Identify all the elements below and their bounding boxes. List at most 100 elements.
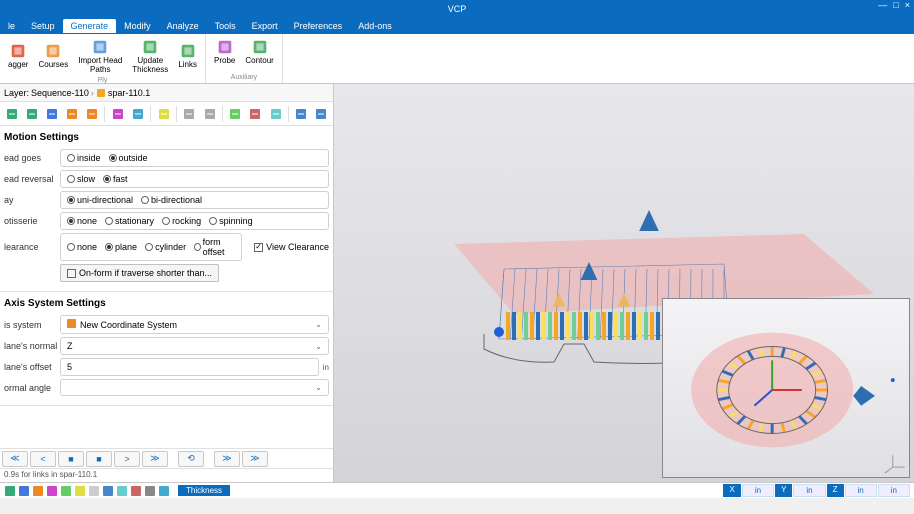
radio-bi-directional[interactable]: bi-directional bbox=[141, 195, 202, 205]
radio-inside[interactable]: inside bbox=[67, 153, 101, 163]
dropdown-ormalangle[interactable]: ⌄ bbox=[60, 379, 329, 396]
setting-label: otisserie bbox=[4, 216, 60, 226]
minimize-icon[interactable]: — bbox=[878, 1, 887, 10]
bottom-icon-5[interactable] bbox=[74, 485, 86, 497]
sidebar-tool-14[interactable] bbox=[226, 104, 245, 124]
nav-row: ≪<■■>≫⟲≫≫ bbox=[0, 448, 333, 468]
nav-btn-2[interactable]: ■ bbox=[58, 451, 84, 467]
ribbon-btn-probe[interactable]: Probe bbox=[210, 36, 239, 68]
bottom-icon-6[interactable] bbox=[88, 485, 100, 497]
bottom-icon-9[interactable] bbox=[130, 485, 142, 497]
onform-label: On-form if traverse shorter than... bbox=[79, 268, 212, 278]
viewport-3d[interactable] bbox=[334, 84, 914, 482]
radio-none[interactable]: none bbox=[67, 242, 97, 252]
bottom-icon-7[interactable] bbox=[102, 485, 114, 497]
nav-btn-7[interactable]: ⟲ bbox=[178, 451, 204, 467]
breadcrumb-item[interactable]: spar-110.1 bbox=[108, 88, 150, 98]
dropdown-lanesnormal[interactable]: Z⌄ bbox=[60, 337, 329, 355]
title-bar: VCP — □ × bbox=[0, 0, 914, 18]
breadcrumb-label: Layer: bbox=[4, 88, 29, 98]
setting-label: is system bbox=[4, 320, 60, 330]
nav-btn-5[interactable]: ≫ bbox=[142, 451, 168, 467]
nav-btn-10[interactable]: ≫ bbox=[242, 451, 268, 467]
bottom-icon-3[interactable] bbox=[46, 485, 58, 497]
dropdown-issystem[interactable]: New Coordinate System⌄ bbox=[60, 315, 329, 334]
bottom-icon-8[interactable] bbox=[116, 485, 128, 497]
sidebar-tool-6[interactable] bbox=[108, 104, 127, 124]
radio-cylinder[interactable]: cylinder bbox=[145, 242, 186, 252]
mode-label[interactable]: Thickness bbox=[178, 485, 230, 496]
radio-spinning[interactable]: spinning bbox=[209, 216, 253, 226]
radio-rocking[interactable]: rocking bbox=[162, 216, 201, 226]
menu-tab-generate[interactable]: Generate bbox=[63, 19, 117, 33]
menu-tab-tools[interactable]: Tools bbox=[207, 19, 244, 33]
axis-settings-panel: Axis System Settings is systemNew Coordi… bbox=[0, 292, 333, 406]
menu-tab-analyze[interactable]: Analyze bbox=[159, 19, 207, 33]
bottom-icon-1[interactable] bbox=[18, 485, 30, 497]
breadcrumb-seq[interactable]: Sequence-110 bbox=[31, 88, 89, 98]
radio-fast[interactable]: fast bbox=[103, 174, 128, 184]
menu-tab-preferences[interactable]: Preferences bbox=[286, 19, 351, 33]
axis-value-Z: in bbox=[845, 484, 877, 497]
ribbon-btn-contour[interactable]: Contour bbox=[241, 36, 277, 68]
radio-outside[interactable]: outside bbox=[109, 153, 148, 163]
layer-color-icon bbox=[97, 89, 105, 97]
sidebar-tool-12[interactable] bbox=[200, 104, 219, 124]
onform-button[interactable]: On-form if traverse shorter than... bbox=[60, 264, 219, 282]
bottom-icon-4[interactable] bbox=[60, 485, 72, 497]
sidebar-tool-2[interactable] bbox=[42, 104, 61, 124]
sidebar-tool-9[interactable] bbox=[154, 104, 173, 124]
maximize-icon[interactable]: □ bbox=[893, 1, 898, 10]
sidebar-tool-11[interactable] bbox=[180, 104, 199, 124]
nav-btn-9[interactable]: ≫ bbox=[214, 451, 240, 467]
nav-btn-1[interactable]: < bbox=[30, 451, 56, 467]
sidebar-tool-0[interactable] bbox=[2, 104, 21, 124]
app-title: VCP bbox=[448, 4, 467, 14]
setting-label: ead goes bbox=[4, 153, 60, 163]
input-lanesoffset[interactable]: 5 bbox=[60, 358, 319, 376]
ribbon-btn-import-head[interactable]: Import HeadPaths bbox=[74, 36, 126, 77]
nav-btn-3[interactable]: ■ bbox=[86, 451, 112, 467]
view-clearance-check[interactable]: View Clearance bbox=[254, 242, 329, 252]
menu-tab-modify[interactable]: Modify bbox=[116, 19, 159, 33]
radio-slow[interactable]: slow bbox=[67, 174, 95, 184]
axis-value-X: in bbox=[742, 484, 774, 497]
radio-stationary[interactable]: stationary bbox=[105, 216, 154, 226]
menu-tab-le[interactable]: le bbox=[0, 19, 23, 33]
radio-uni-directional[interactable]: uni-directional bbox=[67, 195, 133, 205]
sidebar-tool-18[interactable] bbox=[292, 104, 311, 124]
radio-plane[interactable]: plane bbox=[105, 242, 137, 252]
radio-form-offset[interactable]: form offset bbox=[194, 237, 235, 257]
sidebar-tool-4[interactable] bbox=[82, 104, 101, 124]
sidebar-tool-19[interactable] bbox=[312, 104, 331, 124]
ribbon-btn-courses[interactable]: Courses bbox=[34, 36, 72, 77]
ribbon-group-label: Auxiliary bbox=[231, 74, 257, 81]
sidebar-tool-7[interactable] bbox=[128, 104, 147, 124]
nav-btn-4[interactable]: > bbox=[114, 451, 140, 467]
nav-btn-0[interactable]: ≪ bbox=[2, 451, 28, 467]
close-icon[interactable]: × bbox=[905, 1, 910, 10]
inset-view[interactable] bbox=[662, 298, 910, 478]
bottom-icon-2[interactable] bbox=[32, 485, 44, 497]
sidebar-tool-15[interactable] bbox=[246, 104, 265, 124]
sidebar-toolbar bbox=[0, 102, 333, 126]
menu-tab-setup[interactable]: Setup bbox=[23, 19, 63, 33]
ribbon-btn-agger[interactable]: agger bbox=[4, 36, 32, 77]
bottom-icon-11[interactable] bbox=[158, 485, 170, 497]
ribbon: aggerCoursesImport HeadPathsUpdateThickn… bbox=[0, 34, 914, 84]
bottom-icon-0[interactable] bbox=[4, 485, 16, 497]
sidebar-tool-1[interactable] bbox=[22, 104, 41, 124]
sidebar-tool-3[interactable] bbox=[62, 104, 81, 124]
ribbon-btn-update[interactable]: UpdateThickness bbox=[128, 36, 172, 77]
setting-control: uni-directional bi-directional bbox=[60, 191, 329, 209]
bottom-icon-10[interactable] bbox=[144, 485, 156, 497]
axis-label-Z: Z bbox=[827, 484, 844, 497]
ribbon-btn-links[interactable]: Links bbox=[174, 36, 201, 77]
menu-tab-export[interactable]: Export bbox=[244, 19, 286, 33]
radio-none[interactable]: none bbox=[67, 216, 97, 226]
inset-point bbox=[891, 378, 895, 382]
sidebar-tool-16[interactable] bbox=[266, 104, 285, 124]
menu-tab-add-ons[interactable]: Add-ons bbox=[350, 19, 400, 33]
motion-title: Motion Settings bbox=[4, 132, 329, 143]
setting-label: ead reversal bbox=[4, 174, 60, 184]
